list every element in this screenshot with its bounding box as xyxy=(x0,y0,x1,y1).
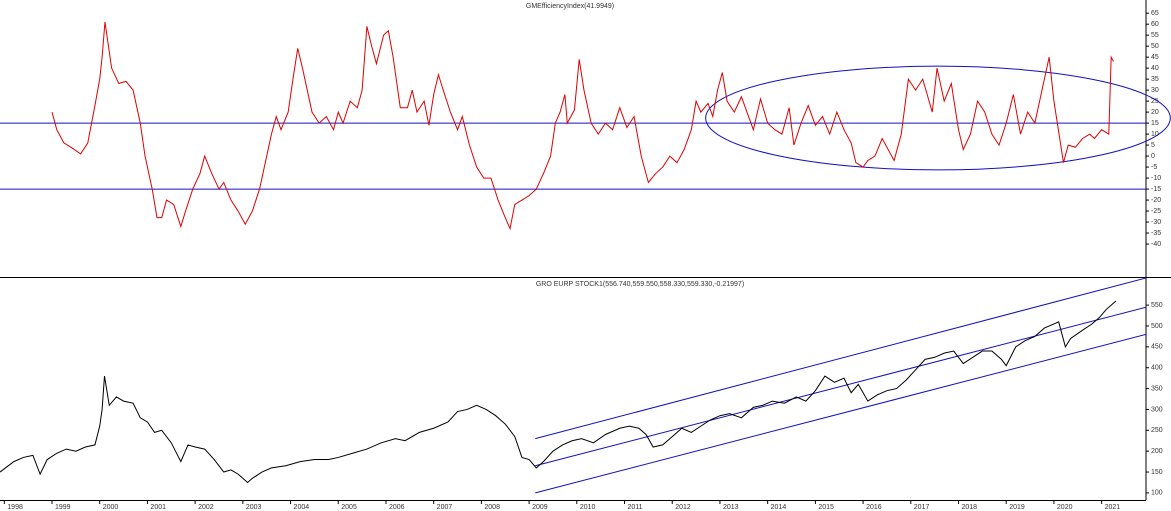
x-tick-label: 2007 xyxy=(437,504,453,511)
x-tick-label: 2012 xyxy=(675,504,691,511)
x-tick-label: 2015 xyxy=(818,504,834,511)
y-tick-label: -20 xyxy=(1151,197,1161,204)
x-tick-label: 2009 xyxy=(532,504,548,511)
y-tick-label: -30 xyxy=(1151,219,1161,226)
y-tick-label: -15 xyxy=(1151,186,1161,193)
chart-title: GMEfficiencyIndex(41.9949) xyxy=(526,3,614,10)
channel-line xyxy=(535,306,1147,467)
y-tick-label: 30 xyxy=(1151,87,1159,94)
x-tick-label: 2001 xyxy=(150,504,166,511)
channel-line xyxy=(535,277,1147,440)
x-tick-label: 2014 xyxy=(771,504,787,511)
y-tick-label: 5 xyxy=(1151,142,1155,149)
y-tick-label: 100 xyxy=(1151,490,1163,497)
x-tick-label: 2002 xyxy=(198,504,214,511)
channel-line xyxy=(535,333,1147,494)
y-tick-label: 300 xyxy=(1151,406,1163,413)
y-tick-label: 60 xyxy=(1151,21,1159,28)
data-line xyxy=(0,300,1117,484)
x-tick-label: 2018 xyxy=(961,504,977,511)
x-tick-label: 2003 xyxy=(246,504,262,511)
y-tick-label: -40 xyxy=(1151,241,1161,248)
y-tick-label: 20 xyxy=(1151,109,1159,116)
y-tick-label: 350 xyxy=(1151,385,1163,392)
x-tick-label: 2019 xyxy=(1009,504,1025,511)
y-tick-label: 55 xyxy=(1151,32,1159,39)
y-tick-label: 10 xyxy=(1151,131,1159,138)
x-tick-label: 2017 xyxy=(914,504,930,511)
x-tick-label: 2010 xyxy=(580,504,596,511)
y-tick-label: 450 xyxy=(1151,344,1163,351)
y-tick-label: 35 xyxy=(1151,76,1159,83)
x-tick-label: 2011 xyxy=(628,504,643,511)
y-tick-label: -25 xyxy=(1151,208,1161,215)
x-tick-label: 1998 xyxy=(7,504,23,511)
data-line xyxy=(51,21,1114,231)
x-tick-label: 2016 xyxy=(866,504,882,511)
y-tick-label: 40 xyxy=(1151,65,1159,72)
x-tick-label: 2000 xyxy=(103,504,119,511)
chart-title: GRO EURP STOCK1(556.740,559.550,558.330,… xyxy=(536,281,744,288)
y-tick-label: 150 xyxy=(1151,469,1163,476)
x-tick-label: 2006 xyxy=(389,504,405,511)
x-tick-label: 2005 xyxy=(341,504,357,511)
y-tick-label: 400 xyxy=(1151,365,1163,372)
y-tick-label: 25 xyxy=(1151,98,1159,105)
y-tick-label: -35 xyxy=(1151,230,1161,237)
x-tick-label: 2020 xyxy=(1057,504,1073,511)
x-tick-label: 1999 xyxy=(55,504,71,511)
y-tick-label: 550 xyxy=(1151,302,1163,309)
y-tick-label: 0 xyxy=(1151,153,1155,160)
x-tick-label: 2004 xyxy=(294,504,310,511)
x-tick-label: 2008 xyxy=(484,504,500,511)
y-tick-label: 45 xyxy=(1151,54,1159,61)
x-tick-label: 2021 xyxy=(1105,504,1121,511)
y-tick-label: 50 xyxy=(1151,43,1159,50)
ellipse-annotation xyxy=(705,65,1171,171)
y-tick-label: 65 xyxy=(1151,10,1159,17)
y-tick-label: -10 xyxy=(1151,175,1161,182)
y-tick-label: 250 xyxy=(1151,427,1163,434)
y-tick-label: 500 xyxy=(1151,323,1163,330)
y-tick-label: 15 xyxy=(1151,120,1159,127)
x-tick-label: 2013 xyxy=(723,504,739,511)
y-tick-label: 200 xyxy=(1151,448,1163,455)
y-tick-label: -5 xyxy=(1151,164,1157,171)
